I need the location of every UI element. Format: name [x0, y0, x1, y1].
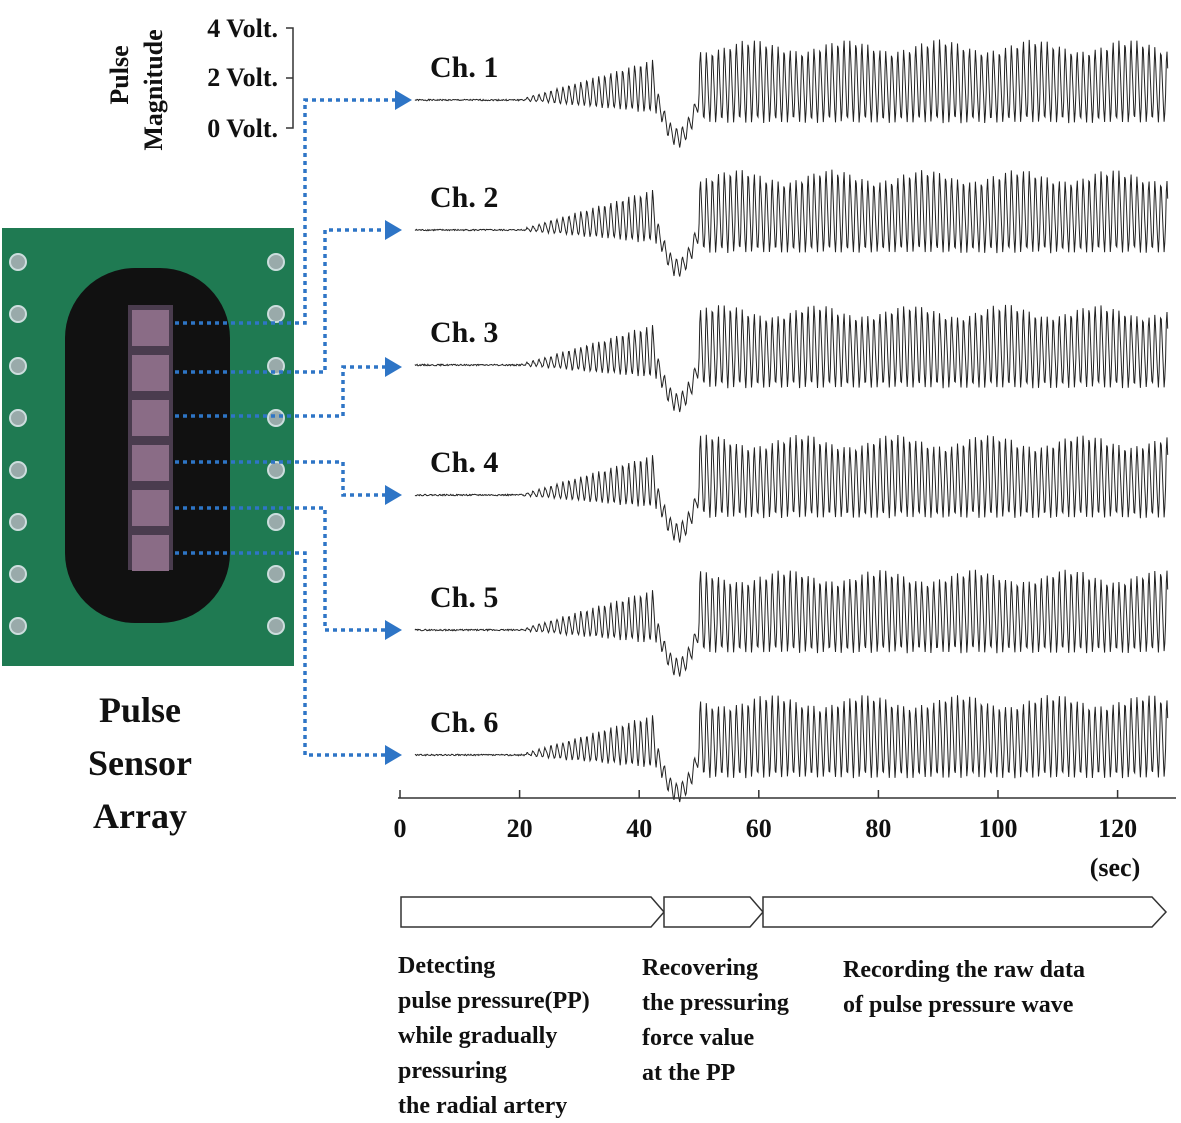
axis-unit: (sec) — [1090, 853, 1141, 882]
hole — [267, 409, 285, 427]
phase-text: Recovering — [642, 955, 758, 981]
waveform — [414, 39, 1169, 148]
magnitude-axis: Pulse Magnitude 4 Volt. 2 Volt. 0 Volt. — [105, 14, 294, 151]
hole — [9, 305, 27, 323]
hole — [267, 461, 285, 479]
hole — [9, 461, 27, 479]
waveform — [414, 169, 1169, 277]
waveform — [414, 434, 1169, 543]
axis-line — [286, 27, 294, 129]
sensor-label: Sensor — [88, 743, 192, 783]
sensor-pad — [132, 400, 169, 436]
sensor-label: Pulse — [99, 690, 181, 730]
hole — [9, 513, 27, 531]
waveform — [414, 304, 1169, 413]
waveform — [414, 569, 1169, 677]
hole — [267, 253, 285, 271]
channel-label: Ch. 2 — [430, 181, 498, 214]
hole — [267, 565, 285, 583]
tick-label: 80 — [865, 814, 891, 843]
hole — [9, 253, 27, 271]
hole — [9, 565, 27, 583]
phase-text: while gradually — [398, 1023, 557, 1049]
waveform — [414, 695, 1169, 803]
channel-label: Ch. 4 — [430, 446, 498, 479]
sensor-label: Array — [93, 796, 187, 836]
tick-label: 100 — [979, 814, 1018, 843]
waveforms: Ch. 1 Ch. 2 Ch. 3 Ch. 4 Ch. 5 Ch. 6 — [414, 39, 1169, 803]
tick-label: 20 — [507, 814, 533, 843]
hole — [267, 357, 285, 375]
sensor-pad — [132, 310, 169, 346]
tick-label: 4 Volt. — [207, 14, 278, 43]
tick-label: 2 Volt. — [207, 63, 278, 92]
tick-label: 60 — [746, 814, 772, 843]
hole — [9, 357, 27, 375]
phase-text: the radial artery — [398, 1093, 567, 1119]
hole — [267, 513, 285, 531]
sensor-pad — [132, 535, 169, 571]
channel-label: Ch. 6 — [430, 706, 498, 739]
axis-label: Pulse — [105, 45, 134, 104]
tick-label: 120 — [1098, 814, 1137, 843]
sensor-pad — [132, 445, 169, 481]
hole — [9, 409, 27, 427]
hole — [267, 305, 285, 323]
phase-text: pressuring — [398, 1058, 507, 1084]
sensor-photo — [2, 228, 294, 666]
phase-text: pulse pressure(PP) — [398, 988, 590, 1014]
channel-label: Ch. 5 — [430, 581, 498, 614]
phase-text: Recording the raw data — [843, 957, 1085, 983]
phase-text: of pulse pressure wave — [843, 992, 1074, 1018]
connectors — [175, 90, 412, 765]
channel-label: Ch. 3 — [430, 316, 498, 349]
axis-label: Magnitude — [139, 29, 168, 150]
hole — [9, 617, 27, 635]
phase-arrows — [400, 896, 1168, 928]
sensor-pad — [132, 355, 169, 391]
phase-text: force value — [642, 1025, 755, 1051]
hole — [267, 617, 285, 635]
sensor-pad — [132, 490, 169, 526]
phase-text: at the PP — [642, 1060, 735, 1086]
tick-label: 0 — [394, 814, 407, 843]
phase-text: Detecting — [398, 953, 495, 979]
tick-label: 0 Volt. — [207, 114, 278, 143]
phase-text: the pressuring — [642, 990, 789, 1016]
channel-label: Ch. 1 — [430, 51, 498, 84]
tick-label: 40 — [626, 814, 652, 843]
